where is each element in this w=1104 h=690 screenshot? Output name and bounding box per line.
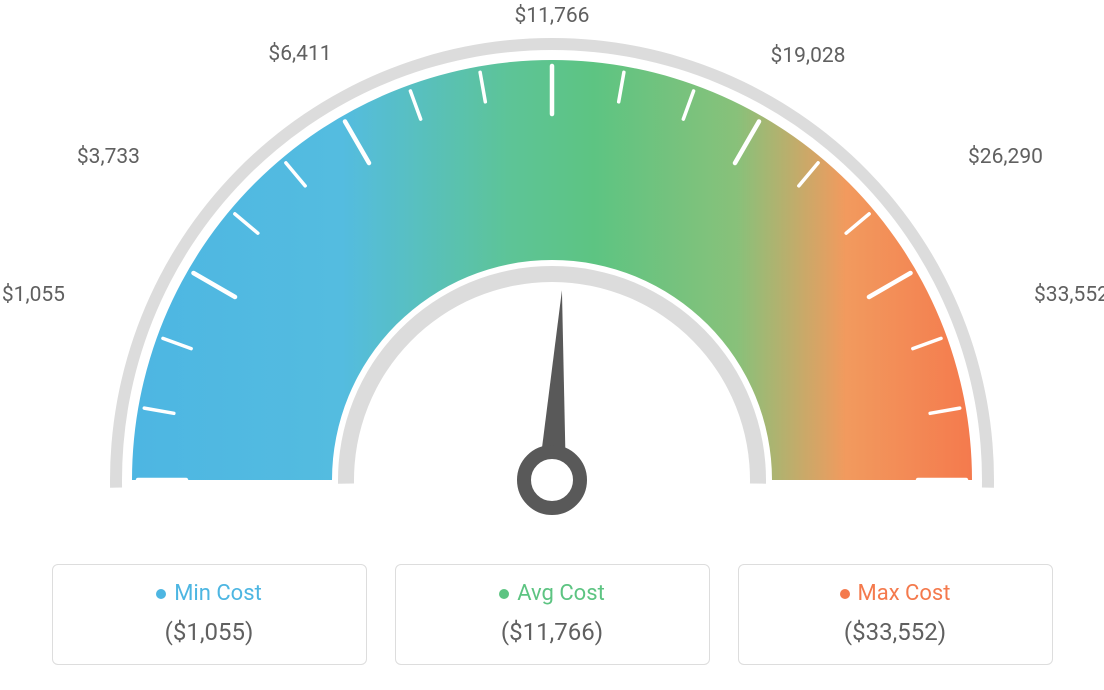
gauge-tick-label: $33,552 xyxy=(1034,283,1104,307)
gauge-tick-label: $6,411 xyxy=(268,42,331,66)
legend-title-row: Min Cost xyxy=(63,581,356,606)
gauge-tick-label: $1,055 xyxy=(2,283,65,307)
gauge-area: $1,055 $3,733 $6,411 $11,766 $19,028 $26,290 $… xyxy=(0,0,1104,530)
legend-card-min: Min Cost ($1,055) xyxy=(52,564,367,665)
gauge-svg xyxy=(0,0,1104,530)
legend-row: Min Cost ($1,055) Avg Cost ($11,766) Max… xyxy=(0,564,1104,665)
legend-card-max: Max Cost ($33,552) xyxy=(738,564,1053,665)
legend-card-avg: Avg Cost ($11,766) xyxy=(395,564,710,665)
gauge-tick-label: $26,290 xyxy=(968,145,1043,169)
legend-value-min: ($1,055) xyxy=(63,618,356,646)
legend-dot-avg xyxy=(499,589,509,599)
legend-dot-min xyxy=(156,589,166,599)
gauge-tick-label: $11,766 xyxy=(515,4,590,28)
gauge-hub xyxy=(524,452,580,508)
gauge-tick-label: $19,028 xyxy=(771,44,846,68)
legend-value-avg: ($11,766) xyxy=(406,618,699,646)
legend-title-min: Min Cost xyxy=(174,581,262,606)
gauge-chart-container: $1,055 $3,733 $6,411 $11,766 $19,028 $26,290 $… xyxy=(0,0,1104,690)
legend-title-max: Max Cost xyxy=(858,581,951,606)
legend-dot-max xyxy=(840,589,850,599)
legend-value-max: ($33,552) xyxy=(749,618,1042,646)
legend-title-row: Avg Cost xyxy=(406,581,699,606)
legend-title-avg: Avg Cost xyxy=(517,581,605,606)
legend-title-row: Max Cost xyxy=(749,581,1042,606)
gauge-tick-label: $3,733 xyxy=(77,145,140,169)
